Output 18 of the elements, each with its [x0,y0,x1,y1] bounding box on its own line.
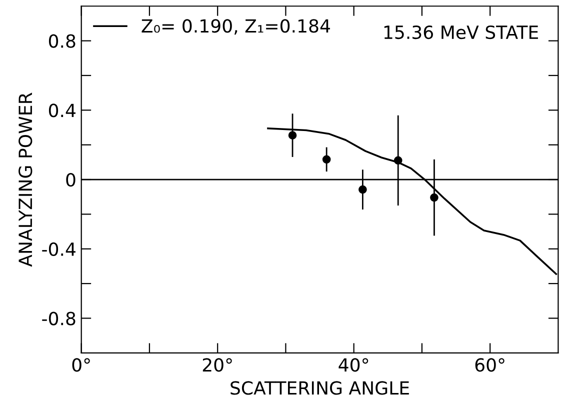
x-axis-title: SCATTERING ANGLE [230,381,409,395]
x-tick-label: 60° [475,358,504,372]
y-tick-label: 0.4 [48,104,76,118]
y-tick-label: -0.4 [42,242,76,256]
x-tick-label: 0° [72,358,90,372]
legend-label: Z₀= 0.190, Z₁=0.184 [142,19,330,35]
x-tick-label: 40° [338,358,368,372]
point [288,131,297,140]
point [394,156,402,165]
y-tick-label: -0.8 [42,312,76,326]
y-tick-label: 0 [66,172,76,187]
point [430,193,438,202]
annotation: 15.36 MeV STATE [384,25,538,40]
point [358,185,367,194]
x-tick-label: 20° [202,358,232,372]
y-tick-label: 0.8 [48,34,76,48]
y-axis-title: ANALYZING POWER [18,92,32,267]
point [322,155,331,164]
